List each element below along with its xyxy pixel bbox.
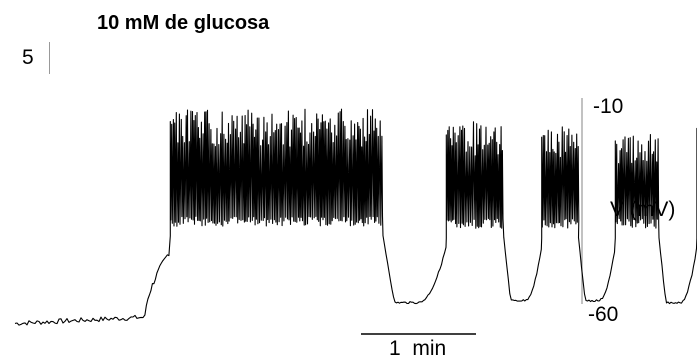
voltage-trace (14, 108, 697, 326)
y-axis-label: V (mV) (610, 198, 676, 221)
voltage-trace-line (14, 108, 697, 326)
time-scale-label: 1 min (389, 337, 447, 360)
y-tick-label-top: -10 (593, 95, 624, 118)
panel-label: 5 (22, 46, 34, 69)
panel-label-box (15, 42, 50, 74)
y-tick-label-bottom: -60 (588, 303, 619, 326)
chart-title: 10 mM de glucosa (97, 12, 270, 34)
